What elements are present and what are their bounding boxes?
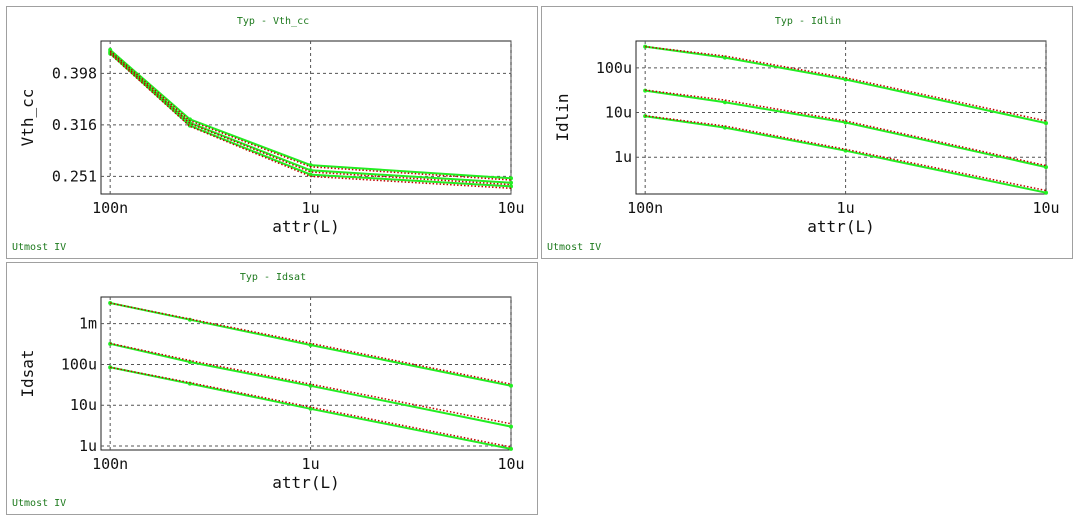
simulated-point — [187, 117, 192, 122]
simulated-point — [308, 342, 313, 347]
y-axis-label: Idsat — [18, 349, 37, 397]
simulated-series-line — [645, 45, 1047, 125]
simulated-point — [509, 184, 513, 189]
simulated-series-line — [109, 342, 512, 428]
simulated-series-line — [109, 366, 512, 450]
simulated-point — [509, 180, 513, 185]
y-tick-label: 0.398 — [52, 64, 97, 82]
simulated-point — [722, 100, 727, 105]
simulated-point — [308, 172, 313, 177]
y-tick-label: 100u — [596, 59, 632, 77]
measured-series-line — [645, 45, 1047, 122]
measured-series-line — [109, 53, 512, 190]
chart-panel-idsat: Typ - Idsat 100n 1u 10u 1u 10u 100u 1m attr(L) Id… — [6, 262, 538, 515]
footer-label: Utmost IV — [12, 498, 66, 509]
simulated-point — [308, 406, 313, 411]
plot-frame — [635, 40, 1047, 195]
x-tick-label: 10u — [497, 455, 524, 473]
simulated-series-line — [109, 49, 512, 180]
y-axis-label: Idlin — [553, 93, 572, 141]
x-axis-label: attr(L) — [807, 217, 874, 236]
x-tick-label: 1u — [302, 455, 320, 473]
y-tick-label: 1m — [79, 315, 97, 333]
footer-label: Utmost IV — [12, 242, 66, 253]
x-tick-label: 100n — [92, 199, 128, 217]
simulated-point — [308, 163, 313, 168]
chart-svg-idlin: Typ - Idlin 100n 1u 10u 1u 10u 100u attr(L) Idli… — [547, 16, 1060, 253]
x-axis-label: attr(L) — [272, 217, 339, 236]
x-tick-label: 1u — [837, 199, 855, 217]
y-tick-label: 0.316 — [52, 116, 97, 134]
simulated-point — [108, 301, 113, 306]
simulated-series-line — [645, 115, 1047, 194]
measured-series-line — [645, 89, 1047, 167]
measured-series-line — [109, 51, 512, 186]
plot-frame — [100, 296, 512, 451]
simulated-point — [187, 381, 192, 386]
chart-title: Typ - Vth_cc — [237, 16, 309, 27]
simulated-point — [108, 365, 113, 370]
y-tick-label: 1u — [614, 148, 632, 166]
x-tick-label: 100n — [627, 199, 663, 217]
x-tick-label: 10u — [1032, 199, 1059, 217]
y-axis-label: Vth_cc — [18, 89, 37, 147]
simulated-series-line — [109, 302, 512, 387]
chart-svg-vth: Typ - Vth_cc 100n 1u 10u 0.251 0.316 0.398 attr… — [12, 16, 525, 253]
x-axis-label: attr(L) — [272, 473, 339, 492]
simulated-point — [509, 424, 513, 429]
y-tick-label: 0.251 — [52, 167, 97, 185]
plot-frame — [100, 40, 512, 195]
simulated-point — [509, 383, 513, 388]
chart-title: Typ - Idsat — [240, 272, 306, 283]
footer-label: Utmost IV — [547, 242, 601, 253]
y-tick-label: 10u — [70, 396, 97, 414]
simulated-series-line — [645, 89, 1047, 169]
simulated-point — [308, 383, 313, 388]
y-tick-label: 100u — [61, 355, 97, 373]
chart-panel-idlin: Typ - Idlin 100n 1u 10u 1u 10u 100u attr(L) Idli… — [541, 6, 1073, 259]
simulated-point — [1044, 121, 1048, 126]
x-tick-label: 10u — [497, 199, 524, 217]
chart-panel-vth: Typ - Vth_cc 100n 1u 10u 0.251 0.316 0.398 attr… — [6, 6, 538, 259]
x-tick-label: 100n — [92, 455, 128, 473]
chart-title: Typ - Idlin — [775, 16, 841, 27]
x-tick-label: 1u — [302, 199, 320, 217]
measured-series-line — [645, 114, 1047, 192]
simulated-point — [509, 446, 513, 451]
simulated-point — [643, 44, 648, 49]
simulated-point — [1044, 190, 1048, 195]
measured-series-line — [109, 50, 512, 181]
y-tick-label: 10u — [605, 104, 632, 122]
y-tick-label: 1u — [79, 437, 97, 455]
